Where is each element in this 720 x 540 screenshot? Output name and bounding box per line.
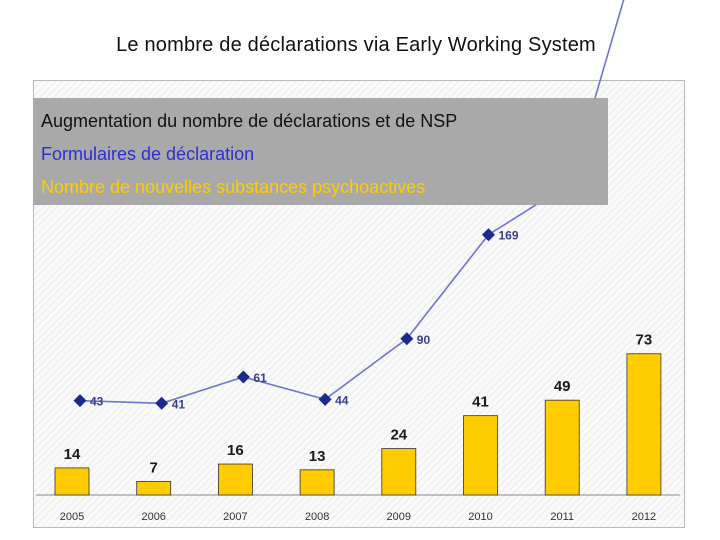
bar-2012 — [626, 353, 662, 496]
labels-layer: 1471613244149734341614490169208421 — [64, 177, 653, 476]
x-tick-2008: 2008 — [305, 511, 329, 523]
legend: Augmentation du nombre de déclarations e… — [33, 98, 608, 205]
legend-item-nps: Nombre de nouvelles substances psychoact… — [41, 177, 426, 197]
bar-label-2009: 24 — [390, 427, 407, 444]
bars-layer — [36, 353, 680, 496]
x-tick-2009: 2009 — [387, 511, 411, 523]
bar-2006 — [136, 481, 172, 496]
x-tick-2012: 2012 — [632, 511, 656, 523]
line-label-2005: 43 — [90, 395, 104, 409]
line-point-2010 — [482, 228, 495, 242]
x-tick-2005: 2005 — [60, 511, 84, 523]
legend-item-forms: Formulaires de déclaration — [41, 144, 255, 164]
bar-2008 — [299, 469, 335, 496]
line-label-2009: 90 — [417, 333, 431, 347]
bar-label-2012: 73 — [636, 332, 653, 349]
x-tick-2007: 2007 — [223, 511, 247, 523]
line-point-2009 — [400, 332, 414, 346]
bar-label-2008: 13 — [309, 448, 326, 465]
bar-label-2007: 16 — [227, 442, 244, 459]
bar-label-2010: 41 — [472, 394, 489, 411]
line-point-2005 — [73, 394, 87, 408]
line-label-2007: 61 — [253, 371, 267, 385]
line-point-2006 — [155, 396, 169, 410]
x-tick-labels: 2005 2006 2007 2008 2009 2010 2011 2012 — [60, 511, 656, 523]
line-label-2008: 44 — [335, 393, 349, 407]
line-label-2006: 41 — [172, 397, 186, 411]
bar-2010 — [463, 415, 498, 496]
legend-heading: Augmentation du nombre de déclarations e… — [41, 111, 458, 131]
bar-2011 — [544, 399, 580, 496]
bar-label-2005: 14 — [64, 446, 81, 463]
bar-2009 — [381, 448, 417, 496]
bar-2007 — [217, 463, 253, 496]
bar-2005 — [54, 467, 90, 496]
line-label-2010: 169 — [499, 229, 519, 243]
line-point-2007 — [236, 370, 250, 384]
x-tick-2011: 2011 — [550, 511, 574, 523]
bar-label-2011: 49 — [554, 378, 571, 395]
line-point-2008 — [318, 392, 332, 406]
x-tick-2010: 2010 — [468, 511, 492, 523]
bar-label-2006: 7 — [150, 459, 158, 476]
slide-title: Le nombre de déclarations via Early Work… — [116, 34, 596, 56]
x-tick-2006: 2006 — [141, 511, 165, 523]
